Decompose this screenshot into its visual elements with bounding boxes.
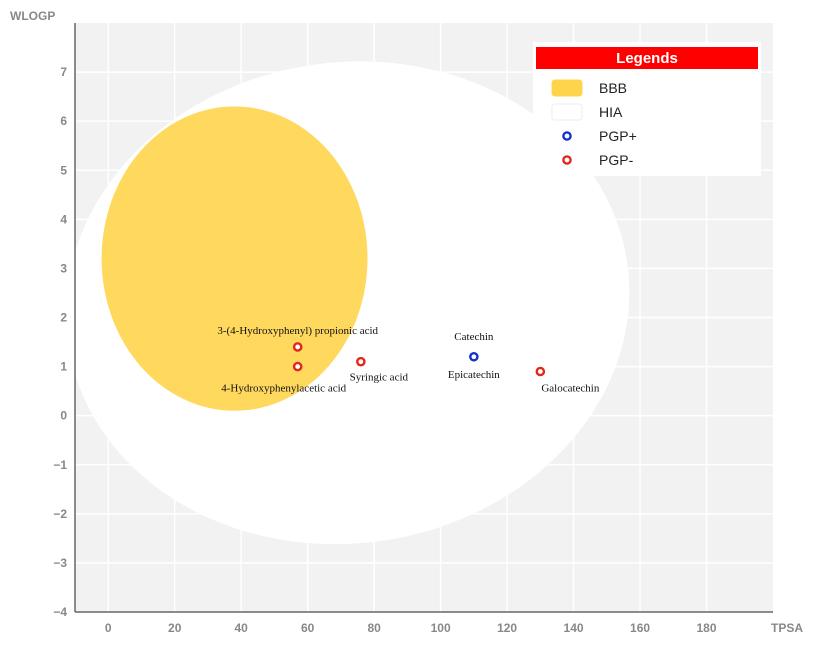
y-tick-label: −4 bbox=[53, 605, 67, 619]
y-tick-label: 4 bbox=[60, 212, 67, 226]
legend-label: BBB bbox=[599, 80, 627, 96]
molecule-label: Epicatechin bbox=[448, 369, 500, 381]
y-tick-label: 5 bbox=[60, 163, 67, 177]
x-axis-title: TPSA bbox=[771, 621, 803, 635]
molecule-label: 3-(4-Hydroxyphenyl) propionic acid bbox=[217, 325, 378, 337]
molecule-point bbox=[292, 361, 303, 372]
y-tick-label: 0 bbox=[60, 409, 67, 423]
region-bbb bbox=[101, 106, 368, 411]
x-tick-label: 20 bbox=[168, 621, 182, 635]
axes bbox=[74, 23, 773, 613]
legend: Legends BBB HIA PGP+ PGP- bbox=[533, 42, 761, 176]
x-tick-label: 100 bbox=[431, 621, 451, 635]
y-tick-label: 2 bbox=[60, 311, 67, 325]
legend-label: HIA bbox=[599, 104, 623, 120]
y-tick-label: 3 bbox=[60, 261, 67, 275]
x-tick-label: 0 bbox=[105, 621, 112, 635]
region-ellipses bbox=[65, 61, 630, 545]
legend-swatch-bbb bbox=[551, 79, 583, 97]
legend-marker bbox=[562, 131, 572, 141]
molecule-point bbox=[292, 342, 303, 352]
x-tick-label: 140 bbox=[564, 621, 584, 635]
x-tick-label: 60 bbox=[301, 621, 315, 635]
x-tick-label: 160 bbox=[630, 621, 650, 635]
legend-title: Legends bbox=[616, 50, 678, 67]
y-tick-label: −2 bbox=[53, 507, 67, 521]
y-axis-title: WLOGP bbox=[10, 9, 55, 23]
tick-labels: 0 20 40 60 80 100 120 140 160 180 −4 −3 −2 −1 0 1 2 3 4 5 6 7 bbox=[53, 65, 717, 635]
legend-label: PGP+ bbox=[599, 128, 637, 144]
molecule-points bbox=[292, 342, 546, 377]
molecule-label: Catechin bbox=[454, 331, 494, 343]
y-tick-label: −1 bbox=[53, 458, 67, 472]
legend-marker bbox=[562, 155, 572, 165]
y-tick-label: 6 bbox=[60, 114, 67, 128]
molecule-point bbox=[535, 366, 546, 377]
molecule-point bbox=[356, 356, 366, 367]
x-tick-label: 180 bbox=[697, 621, 717, 635]
legend-header bbox=[536, 47, 758, 69]
molecule-labels: 3-(4-Hydroxyphenyl) propionic acid 4-Hydr… bbox=[217, 325, 599, 395]
molecule-label: Syringic acid bbox=[350, 372, 409, 384]
x-tick-label: 80 bbox=[367, 621, 381, 635]
molecule-label: Galocatechin bbox=[541, 382, 600, 394]
legend-label: PGP- bbox=[599, 152, 634, 168]
molecule-label: 4-Hydroxyphenylacetic acid bbox=[221, 383, 346, 395]
y-tick-label: −3 bbox=[53, 556, 67, 570]
legend-swatch-hia bbox=[551, 103, 583, 121]
molecule-point bbox=[469, 351, 479, 362]
y-tick-label: 1 bbox=[60, 360, 67, 374]
x-tick-label: 120 bbox=[497, 621, 517, 635]
y-tick-label: 7 bbox=[60, 65, 67, 79]
x-tick-label: 40 bbox=[235, 621, 249, 635]
